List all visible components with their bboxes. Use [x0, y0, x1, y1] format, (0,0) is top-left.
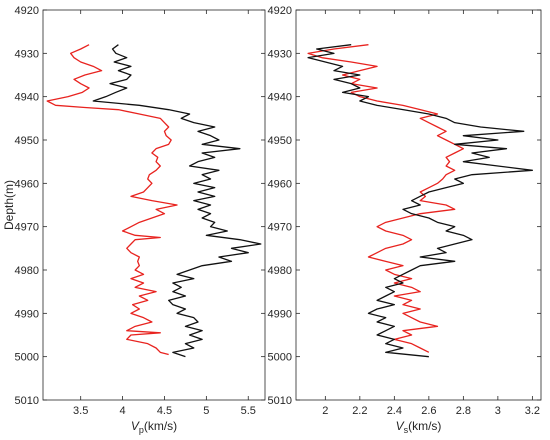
x-tick-label: 2.2 [352, 405, 367, 417]
x-axis-label-sub: s [404, 425, 409, 435]
x-tick-label: 5 [203, 405, 209, 417]
y-axis-label: Depth(m) [2, 180, 16, 230]
x-tick-label: 4 [120, 405, 126, 417]
x-tick-label: 2 [322, 405, 328, 417]
y-tick-label: 5010 [15, 395, 39, 407]
y-tick-label: 5000 [15, 352, 39, 364]
y-tick-label: 4940 [15, 92, 39, 104]
panel-vs: 2 2.2 2.4 2.6 2.8 3 3.2 4920 4930 4940 4950 4960 497… [268, 5, 542, 435]
y-tick-label: 4950 [268, 135, 292, 147]
x-tick-label: 3 [495, 405, 501, 417]
y-tick-label: 4990 [15, 308, 39, 320]
x-axis-label-unit: (km/s) [144, 419, 177, 433]
x-axis-label-sub: p [139, 425, 144, 435]
y-tick-label: 5000 [268, 352, 292, 364]
y-tick-label: 4970 [268, 222, 292, 234]
series-line-black [92, 44, 262, 358]
y-tick-label: 4920 [268, 5, 292, 17]
y-tick-label: 4990 [268, 308, 292, 320]
x-tick-label: 3.5 [73, 405, 88, 417]
y-tick-label: 4970 [15, 222, 39, 234]
axes-frame [42, 9, 266, 401]
x-axis-label-main: V [131, 419, 140, 433]
series-group [46, 44, 262, 358]
y-tick-label: 4920 [15, 5, 39, 17]
x-tick-label: 2.6 [421, 405, 436, 417]
x-tick-label: 2.8 [456, 405, 471, 417]
y-tick-label: 5010 [268, 395, 292, 407]
y-tick-label: 4960 [15, 178, 39, 190]
x-axis-label-main: V [396, 419, 405, 433]
series-group [307, 44, 534, 358]
x-axis-label-unit: (km/s) [408, 419, 441, 433]
y-tick-label: 4930 [268, 48, 292, 60]
y-tick-label: 4960 [268, 178, 292, 190]
y-tick-label: 4980 [268, 265, 292, 277]
series-line-red [46, 44, 178, 356]
x-axis-label: Vp(km/s) [131, 419, 177, 435]
panel-vp: 3.5 4 4.5 5 5.5 4920 4930 4940 4950 4960 4970 4980 4… [2, 5, 266, 435]
y-tick-label: 4950 [15, 135, 39, 147]
y-tick-label: 4930 [15, 48, 39, 60]
series-line-red [307, 44, 465, 353]
axes-frame [295, 9, 542, 401]
x-tick-label: 3.2 [525, 405, 540, 417]
y-tick-label: 4940 [268, 92, 292, 104]
series-line-black [307, 44, 534, 358]
x-tick-label: 4.5 [157, 405, 172, 417]
x-axis-label: Vs(km/s) [396, 419, 442, 435]
y-tick-label: 4980 [15, 265, 39, 277]
x-tick-label: 5.5 [241, 405, 256, 417]
x-tick-label: 2.4 [387, 405, 402, 417]
